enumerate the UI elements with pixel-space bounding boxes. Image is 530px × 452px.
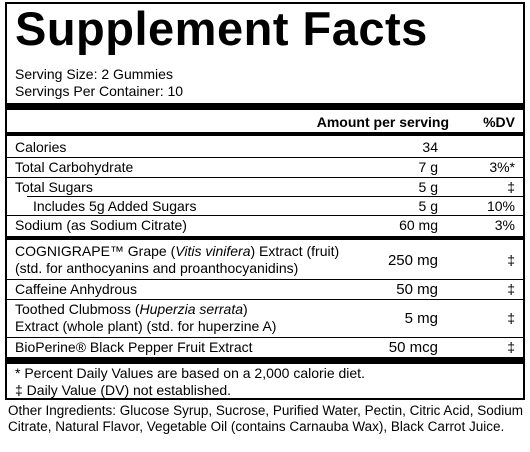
nutrient-dv: ‡ <box>507 179 515 195</box>
ingredient-name: Toothed Clubmoss (Huperzia serrata) Extra… <box>15 301 277 334</box>
serving-info: Serving Size: 2 Gummies Servings Per Con… <box>15 66 183 100</box>
divider-thick <box>7 103 523 110</box>
amount-header: Amount per serving <box>316 114 449 130</box>
nutrient-name: Sodium (as Sodium Citrate) <box>15 217 187 233</box>
latin-name: Vitis vinifera <box>175 243 251 259</box>
servings-per-container: Servings Per Container: 10 <box>15 83 184 99</box>
ingredient-dv: ‡ <box>507 281 515 297</box>
ingredient-amount: 50 mcg <box>388 339 438 356</box>
ingredient-dv: ‡ <box>507 310 515 326</box>
footnote-dv-not-established: ‡ Daily Value (DV) not established. <box>15 382 232 398</box>
ingredient-amount: 250 mg <box>387 252 438 269</box>
nutrient-amount: 5 g <box>418 179 438 195</box>
nutrient-dv: 3% <box>494 217 515 233</box>
divider-medium <box>7 132 523 136</box>
column-header: Amount per serving %DV <box>7 111 523 131</box>
nutrient-amount: 7 g <box>418 159 438 175</box>
ingredient-amount: 50 mg <box>396 281 438 298</box>
nutrient-dv: 10% <box>486 198 515 214</box>
nutrient-name: Total Sugars <box>15 179 93 195</box>
ingredient-dv: ‡ <box>507 252 515 268</box>
divider-medium <box>7 236 523 240</box>
nutrient-name: Total Carbohydrate <box>15 159 134 175</box>
nutrient-dv: 3%* <box>489 159 515 175</box>
row-divider <box>7 177 523 178</box>
nutrient-name: Includes 5g Added Sugars <box>33 198 197 214</box>
panel-title: Supplement Facts <box>15 2 428 55</box>
nutrient-name: Calories <box>15 139 67 155</box>
dv-header: %DV <box>483 114 515 130</box>
ingredient-name: Caffeine Anhydrous <box>15 281 137 297</box>
serving-size: Serving Size: 2 Gummies <box>15 66 173 82</box>
row-divider <box>7 157 523 158</box>
supplement-facts-panel: Supplement Facts Serving Size: 2 Gummies… <box>5 2 525 400</box>
other-ingredients: Other Ingredients: Glucose Syrup, Sucros… <box>8 403 523 434</box>
ingredient-name: BioPerine® Black Pepper Fruit Extract <box>15 339 253 355</box>
row-divider <box>7 215 523 216</box>
row-divider <box>7 279 523 280</box>
footnote-percent-dv: * Percent Daily Values are based on a 2,… <box>15 365 365 381</box>
nutrient-amount: 60 mg <box>399 217 438 233</box>
ingredient-name: COGNIGRAPE™ Grape (Vitis vinifera) Extra… <box>15 243 340 276</box>
nutrient-amount: 5 g <box>418 198 438 214</box>
row-divider <box>7 299 523 300</box>
latin-name: Huperzia serrata <box>139 301 244 317</box>
ingredient-dv: ‡ <box>507 339 515 355</box>
divider-thick <box>7 357 523 364</box>
row-divider <box>7 337 523 338</box>
row-divider <box>27 196 523 197</box>
nutrient-amount: 34 <box>422 139 438 155</box>
ingredient-amount: 5 mg <box>404 310 438 327</box>
